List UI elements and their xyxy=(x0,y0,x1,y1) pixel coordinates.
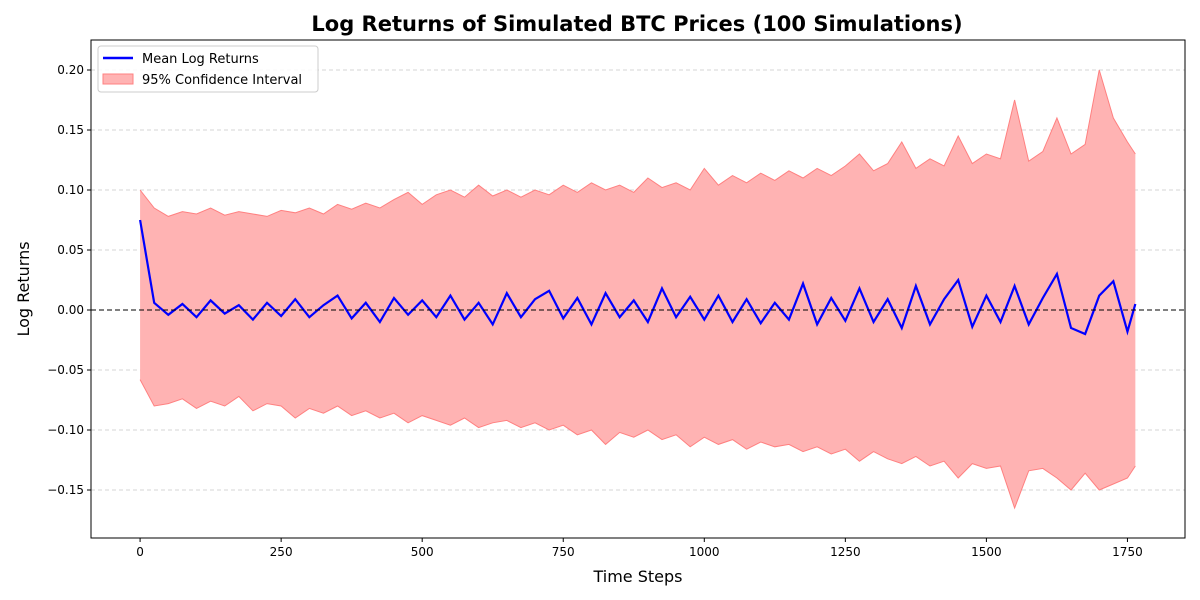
mean-log-returns-line xyxy=(139,219,1137,336)
confidence-interval-band xyxy=(140,70,1136,508)
y-tick-label: 0.15 xyxy=(57,123,84,137)
x-tick-label: 0 xyxy=(136,545,144,559)
y-tick-label: 0.00 xyxy=(57,303,84,317)
x-tick-label: 1000 xyxy=(689,545,720,559)
x-axis-label: Time Steps xyxy=(592,567,682,586)
legend-ci-swatch xyxy=(102,73,134,85)
legend: Mean Log Returns 95% Confidence Interval xyxy=(97,45,319,93)
x-tick-label: 250 xyxy=(270,545,293,559)
x-tick-label: 1250 xyxy=(830,545,861,559)
y-tick-label: −0.10 xyxy=(47,423,84,437)
y-tick-label: 0.10 xyxy=(57,183,84,197)
x-tick-label: 750 xyxy=(552,545,575,559)
legend-ci-label: 95% Confidence Interval xyxy=(142,73,302,88)
y-axis-label: Log Returns xyxy=(14,241,33,336)
ci-upper-line xyxy=(139,69,1136,217)
y-tick-label: −0.15 xyxy=(47,483,84,497)
plot-frame xyxy=(90,39,1186,539)
legend-mean-label: Mean Log Returns xyxy=(142,52,259,67)
y-tick-label: 0.05 xyxy=(57,243,84,257)
x-tick-label: 500 xyxy=(411,545,434,559)
x-tick-label: 1750 xyxy=(1112,545,1143,559)
y-tick-label: 0.20 xyxy=(57,63,84,77)
x-tick-label: 1500 xyxy=(971,545,1002,559)
ci-lower-line xyxy=(139,379,1136,510)
y-tick-label: −0.05 xyxy=(47,363,84,377)
legend-box xyxy=(97,45,319,93)
chart-title: Log Returns of Simulated BTC Prices (100… xyxy=(311,12,962,36)
